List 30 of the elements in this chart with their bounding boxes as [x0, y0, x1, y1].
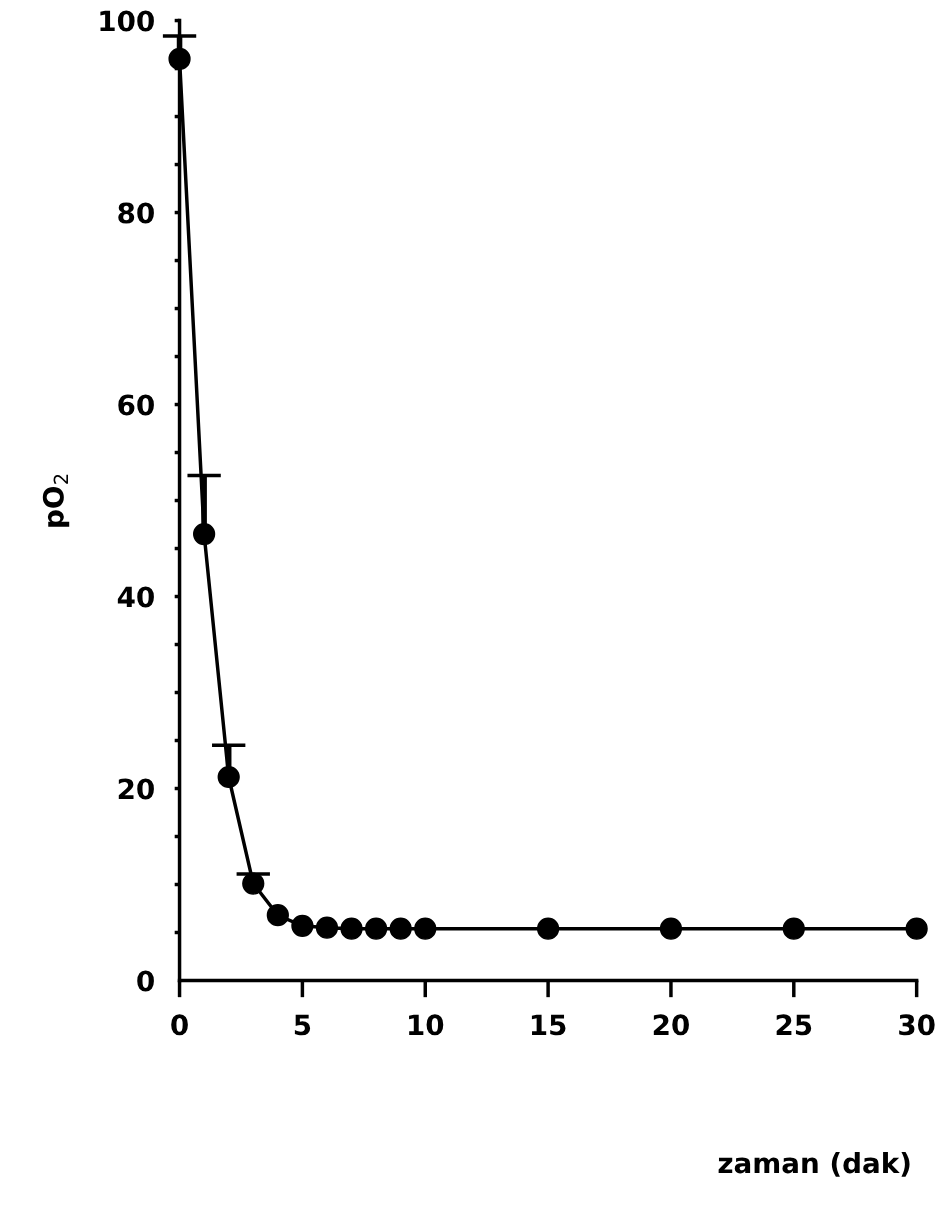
point: [364, 917, 388, 940]
point: [168, 47, 191, 71]
point: [193, 523, 216, 546]
point: [905, 917, 928, 940]
point: [315, 916, 339, 939]
point: [217, 765, 240, 789]
x-tick-label: 10: [409, 1014, 444, 1036]
y-tick-label: 80: [118, 202, 154, 224]
x-tick-label: 15: [531, 1014, 566, 1036]
point: [659, 917, 683, 940]
text: zaman (dak): [718, 1151, 910, 1177]
point: [414, 917, 437, 940]
point: [536, 917, 560, 940]
point: [266, 904, 289, 927]
y-axis-title: pO$_{2}$: [42, 474, 70, 527]
point: [291, 914, 314, 937]
y-tick-label: 40: [117, 586, 154, 608]
x-tick-label: 5: [294, 1014, 311, 1036]
y-tick-label: 0: [137, 970, 154, 992]
x-tick-label: 0: [171, 1014, 188, 1036]
y-tick-label: 20: [118, 778, 154, 800]
point: [782, 917, 805, 940]
point: [242, 872, 265, 895]
x-tick-label: 25: [776, 1014, 812, 1036]
y-tick-label: 60: [118, 394, 154, 416]
point: [340, 917, 363, 940]
x-tick-label: 30: [899, 1014, 935, 1036]
x-tick-label: 20: [653, 1014, 689, 1036]
point: [389, 917, 412, 940]
y-tick-label: 100: [100, 10, 154, 32]
